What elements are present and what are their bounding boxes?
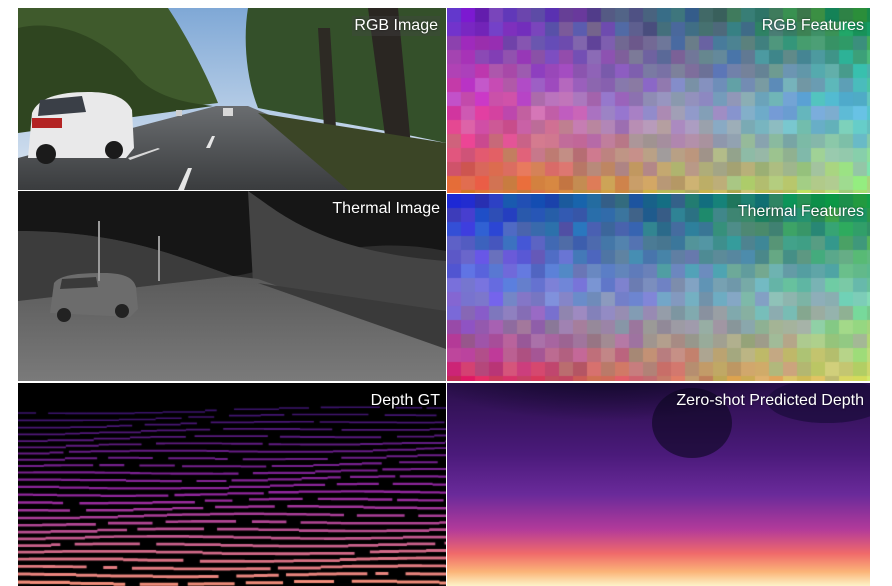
predicted-depth-panel: Zero-shot Predicted Depth bbox=[447, 383, 870, 586]
depth-gt-panel: Depth GT bbox=[18, 383, 446, 586]
rgb-image-label: RGB Image bbox=[352, 16, 440, 36]
thermal-features-label: Thermal Features bbox=[737, 203, 864, 220]
thermal-image-label: Thermal Image bbox=[332, 200, 440, 217]
rgb-image-panel: RGB Image bbox=[18, 8, 446, 190]
predicted-depth-label: Zero-shot Predicted Depth bbox=[676, 392, 864, 409]
depth-gt-label: Depth GT bbox=[370, 392, 440, 409]
rgb-features-panel: RGB Features bbox=[447, 8, 870, 193]
thermal-street-photo bbox=[18, 191, 446, 381]
rgb-features-map bbox=[447, 8, 870, 193]
thermal-image-panel: Thermal Image bbox=[18, 191, 446, 381]
rgb-features-label: RGB Features bbox=[761, 17, 864, 34]
thermal-features-map bbox=[447, 194, 870, 381]
depth-gt-map bbox=[18, 383, 446, 586]
predicted-depth-map bbox=[447, 383, 870, 586]
rgb-street-photo bbox=[18, 8, 446, 190]
thermal-features-panel: Thermal Features bbox=[447, 194, 870, 381]
